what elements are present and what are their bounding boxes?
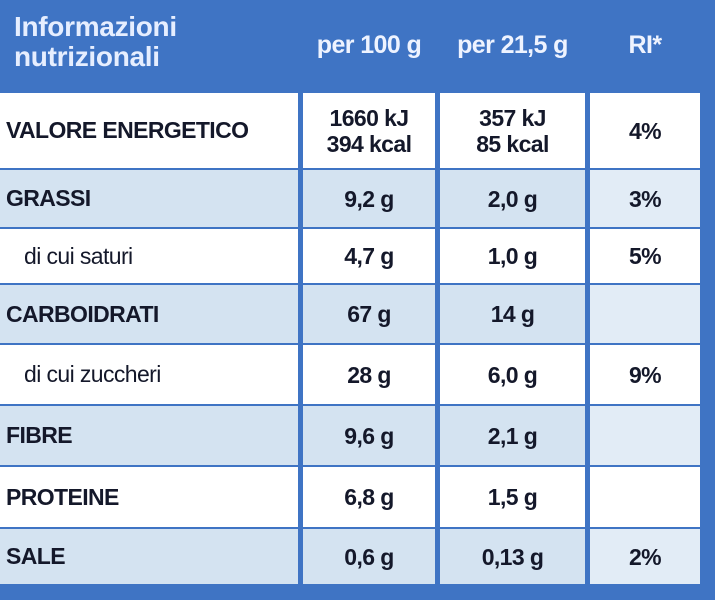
column-separator [585,0,590,600]
value-cell: 4,7 g [303,229,435,283]
value-text: 0,13 g [481,543,544,570]
value-cell: 1660 kJ 394 kcal [303,93,435,168]
row-background [303,285,435,343]
column-header: per 21,5 g [457,30,568,59]
row-background [440,345,585,404]
value-cell: 9,2 g [303,170,435,227]
row-background [0,285,298,343]
row-background [590,529,700,584]
value-cell: 9% [590,345,700,404]
column-separator [298,0,303,600]
value-text: 9,2 g [344,185,394,212]
value-cell: 3% [590,170,700,227]
row-background [440,93,585,168]
row-label: PROTEINE [6,483,119,510]
row-background [440,406,585,465]
value-cell: 28 g [303,345,435,404]
row-background [303,467,435,527]
row-background [0,406,298,465]
row-background [0,170,298,227]
row-background [440,170,585,227]
row-label: GRASSI [6,185,91,211]
row-background [440,529,585,584]
value-text: 9,6 g [344,422,394,449]
value-text: 394 kcal [326,130,412,157]
value-cell: 6,0 g [440,345,585,404]
row-background [303,406,435,465]
row-background [303,529,435,584]
row-background [590,93,700,168]
row-background [440,229,585,283]
value-cell: 9,6 g [303,406,435,465]
value-text: 4,7 g [344,243,394,269]
table-title: Informazioni nutrizionali [14,11,177,72]
value-cell: 6,8 g [303,467,435,527]
value-cell: 67 g [303,285,435,343]
value-text: 3% [628,185,662,212]
row-background [590,170,700,227]
row-label: FIBRE [6,422,73,448]
value-text: 2,0 g [487,185,538,212]
column-header: RI* [628,30,663,59]
value-text: 2% [628,543,662,570]
value-text: 4% [628,117,662,144]
value-cell: 1,5 g [440,467,585,527]
value-cell: 0,6 g [303,529,435,584]
value-text: 2,1 g [487,422,538,449]
value-cell: 0,13 g [440,529,585,584]
value-cell: 1,0 g [440,229,585,283]
row-background [303,345,435,404]
value-text: 357 kJ [479,104,546,131]
row-background [0,345,298,404]
row-label: VALORE ENERGETICO [6,117,249,143]
value-text: 85 kcal [476,130,549,157]
value-text: 1,5 g [487,484,538,510]
row-background [0,467,298,527]
row-background [590,467,700,527]
value-cell: 2,0 g [440,170,585,227]
row-background [590,229,700,283]
value-cell: 357 kJ 85 kcal [440,93,585,168]
row-background [303,170,435,227]
value-cell: 4% [590,93,700,168]
value-cell: 14 g [440,285,585,343]
value-text: 5% [628,243,662,269]
row-background [590,406,700,465]
value-text: 1660 kJ [329,104,410,131]
value-text: 6,0 g [487,361,538,388]
column-header: per 100 g [316,30,422,59]
row-background [0,229,298,283]
row-background [303,229,435,283]
column-separator [435,0,440,600]
value-text: 0,6 g [344,543,394,570]
row-background [0,529,298,584]
row-background [0,93,298,168]
row-label: di cui zuccheri [24,361,161,387]
row-background [590,345,700,404]
value-text: 28 g [347,361,391,388]
value-text: 67 g [347,301,391,327]
value-text: 6,8 g [344,484,394,510]
value-cell: 2,1 g [440,406,585,465]
value-text: 14 g [490,301,535,327]
row-background [440,467,585,527]
row-background [440,285,585,343]
value-cell: 2% [590,529,700,584]
row-label: CARBOIDRATI [6,300,159,327]
row-label: SALE [6,543,66,569]
row-background [590,285,700,343]
value-text: 9% [628,361,662,388]
value-cell: 5% [590,229,700,283]
row-background [303,93,435,168]
row-label: di cui saturi [24,242,133,269]
value-text: 1,0 g [487,243,538,269]
